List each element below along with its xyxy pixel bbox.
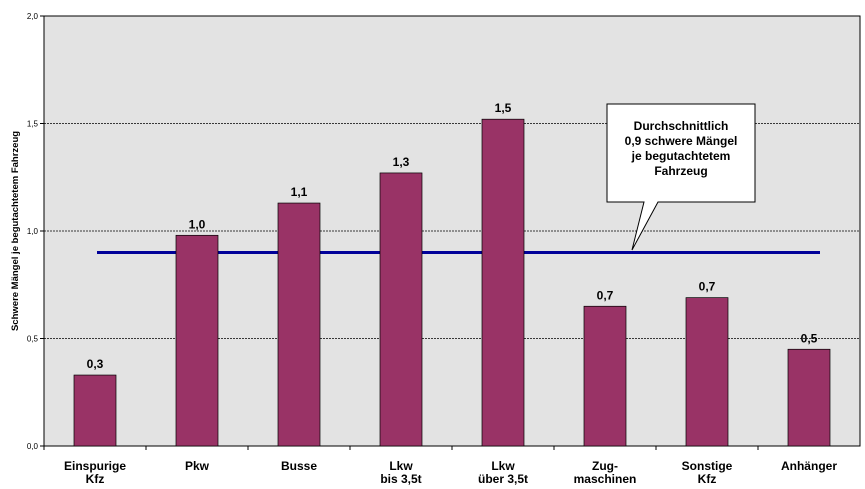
x-category-label: Lkw bis 3,5t xyxy=(380,459,421,486)
x-category-label-line: Anhänger xyxy=(781,459,837,473)
x-category-label: Pkw xyxy=(185,459,210,473)
y-axis-ticks: 0,0 0,5 1,0 1,5 2,0 xyxy=(27,12,44,451)
data-label: 0,7 xyxy=(597,288,614,302)
x-category-label: Sonstige Kfz xyxy=(682,459,733,486)
data-label: 0,5 xyxy=(801,331,818,345)
x-category-label: Zug-maschinen xyxy=(574,459,637,486)
data-label: 1,3 xyxy=(393,155,410,169)
bar xyxy=(379,172,423,447)
bar xyxy=(685,297,729,447)
data-label: 1,1 xyxy=(291,185,308,199)
bar xyxy=(481,118,525,447)
callout-text: Durchschnittlich 0,9 schwere Mängel je beg… xyxy=(625,119,738,178)
x-category-label-line: Lkw xyxy=(491,459,515,473)
x-category-label-line: Kfz xyxy=(86,472,105,486)
average-callout: Durchschnittlich 0,9 schwere Mängel je beg… xyxy=(606,103,756,251)
callout-text-line: Durchschnittlich xyxy=(634,119,729,133)
x-category-label: Lkw über 3,5t xyxy=(478,459,528,486)
bars xyxy=(73,118,831,447)
callout-text-line: je begutachtetem xyxy=(631,149,731,163)
x-category-label-line: über 3,5t xyxy=(478,472,528,486)
y-tick-label: 0,0 xyxy=(27,442,39,451)
y-axis-label: Schwere Mängel je begutachtetem Fahrzeug xyxy=(10,131,21,331)
y-tick-label: 2,0 xyxy=(27,12,39,21)
x-category-label-line: Pkw xyxy=(185,459,210,473)
x-category-label: Einspurige Kfz xyxy=(64,459,126,486)
x-category-label-line: maschinen xyxy=(574,472,637,486)
x-category-label-line: Lkw xyxy=(389,459,413,473)
bar xyxy=(787,348,831,447)
callout-text-line: Fahrzeug xyxy=(654,164,707,178)
bar xyxy=(277,202,321,447)
y-tick-label: 1,0 xyxy=(27,227,39,236)
x-category-label-line: Einspurige xyxy=(64,459,126,473)
x-category-label-line: Sonstige xyxy=(682,459,733,473)
bar xyxy=(583,305,627,447)
callout-box xyxy=(606,103,756,251)
bar xyxy=(175,234,219,447)
x-category-label: Anhänger xyxy=(781,459,837,473)
x-category-label-line: Zug- xyxy=(592,459,618,473)
data-labels: 0,3 1,0 1,1 1,3 1,5 0,7 0,7 0,5 xyxy=(87,101,818,371)
data-label: 0,3 xyxy=(87,357,104,371)
bar xyxy=(73,374,117,447)
x-category-label-line: Kfz xyxy=(698,472,717,486)
x-category-label-line: Busse xyxy=(281,459,317,473)
y-tick-label: 1,5 xyxy=(27,120,39,129)
callout-text-line: 0,9 schwere Mängel xyxy=(625,134,738,148)
data-label: 0,7 xyxy=(699,280,716,294)
y-tick-label: 0,5 xyxy=(27,335,39,344)
data-label: 1,0 xyxy=(189,217,206,231)
x-category-label: Busse xyxy=(281,459,317,473)
data-label: 1,5 xyxy=(495,101,512,115)
x-category-label-line: bis 3,5t xyxy=(380,472,421,486)
